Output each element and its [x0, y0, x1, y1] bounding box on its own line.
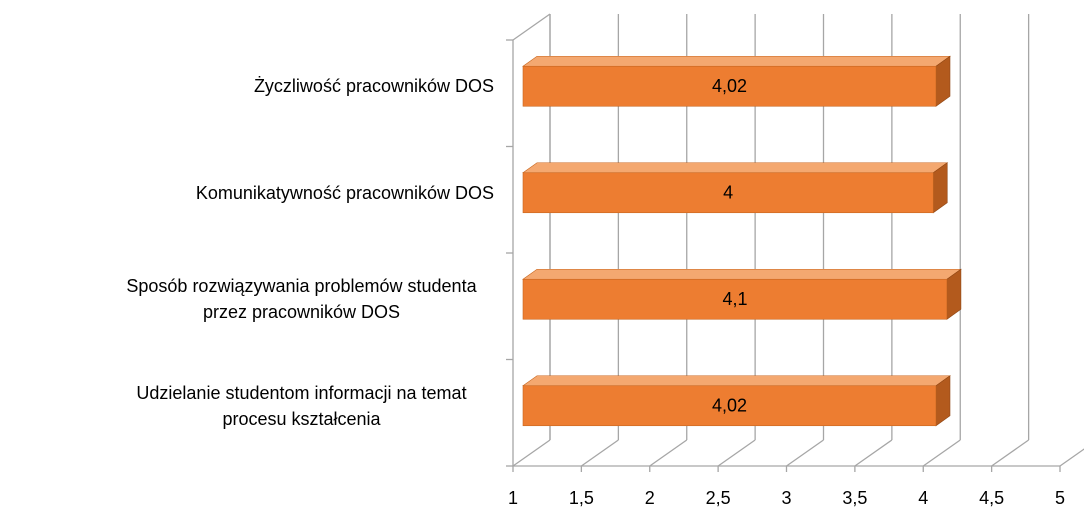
x-tick-label: 1,5 [569, 488, 594, 508]
y-tick-label: Udzielanie studentom informacji na temat… [109, 356, 494, 456]
x-tick-label: 4 [918, 488, 928, 508]
grid-floor [922, 439, 961, 467]
grid-floor [1059, 448, 1084, 467]
category-text: Komunikatywność pracowników DOS [195, 182, 494, 203]
value-label: 4 [723, 183, 733, 203]
bar-top [522, 55, 951, 67]
bar-top [522, 268, 962, 280]
x-tick-label: 4,5 [979, 488, 1004, 508]
x-tick-label: 5 [1055, 488, 1065, 508]
category-text: Sposób rozwiązywania problemów studenta … [126, 276, 477, 323]
x-tick-label: 2,5 [706, 488, 731, 508]
grid-floor [649, 439, 688, 467]
y-tick-label: Życzliwość pracowników DOS [254, 36, 494, 136]
left-wall-top [512, 13, 551, 41]
grid-floor [581, 439, 619, 467]
bar-top [522, 375, 951, 387]
value-label: 4,02 [712, 396, 747, 416]
bar [522, 65, 937, 107]
grid-floor [512, 439, 551, 467]
x-tick-label: 3,5 [842, 488, 867, 508]
bar [522, 172, 934, 214]
value-label: 4,1 [722, 289, 747, 309]
category-text: Udzielanie studentom informacji na temat… [136, 382, 467, 429]
y-tick-label: Sposób rozwiązywania problemów studenta … [109, 249, 494, 349]
grid-floor [786, 439, 824, 467]
x-tick-label: 3 [781, 488, 791, 508]
bar [522, 278, 948, 320]
category-text: Życzliwość pracowników DOS [253, 76, 494, 97]
bar-top [522, 162, 949, 174]
bar [522, 385, 937, 427]
grid-floor [854, 439, 893, 467]
grid-floor [717, 439, 756, 467]
x-tick-label: 2 [645, 488, 655, 508]
value-label: 4,02 [712, 76, 747, 96]
y-tick-label: Komunikatywność pracowników DOS [196, 143, 494, 243]
grid-floor [991, 439, 1029, 467]
x-tick-label: 1 [508, 488, 518, 508]
